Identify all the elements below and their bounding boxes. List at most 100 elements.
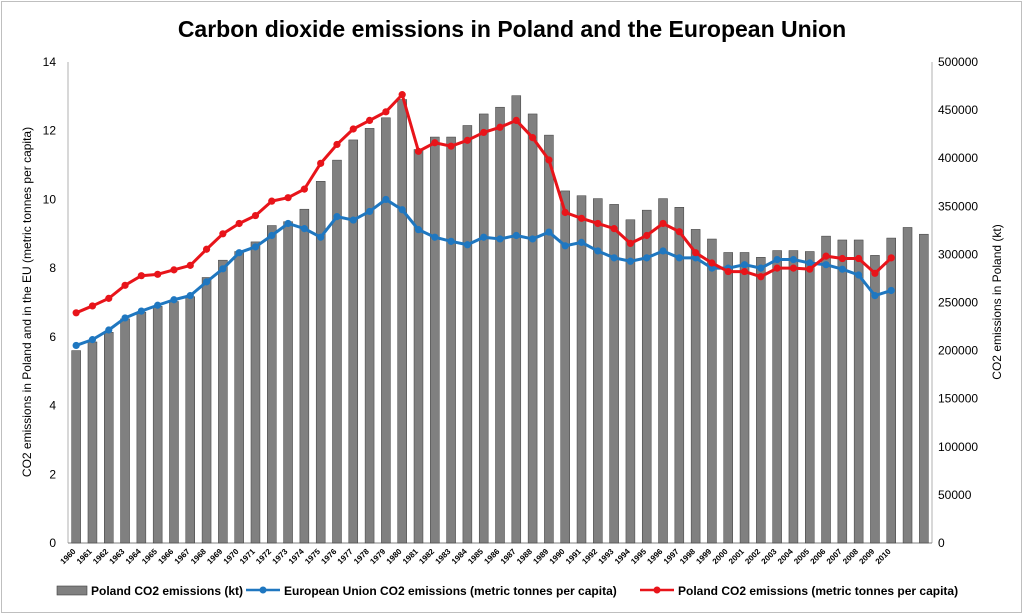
poland-point-2003 [773, 264, 781, 272]
x-tick-label: 1992 [580, 547, 599, 566]
x-tick-label: 1994 [613, 547, 632, 566]
eu-point-1979 [382, 195, 390, 204]
eu-point-1996 [659, 247, 667, 255]
eu-point-1974 [300, 225, 308, 233]
eu-point-2008 [855, 271, 863, 279]
eu-point-2002 [757, 264, 765, 272]
eu-point-1973 [284, 219, 292, 228]
x-tick-label: 1962 [91, 547, 110, 566]
bar-1973 [283, 221, 293, 544]
bar-2004 [788, 250, 799, 544]
bar-1992 [593, 198, 603, 544]
x-tick-label: 2006 [809, 547, 828, 566]
eu-point-1985 [480, 233, 488, 241]
poland-point-2001 [740, 267, 749, 276]
poland-point-1982 [431, 139, 439, 147]
bar-1961 [87, 341, 98, 544]
line-series-eu [72, 195, 895, 350]
x-tick-label: 1965 [140, 547, 159, 566]
x-tick-label: 2004 [776, 547, 795, 566]
bar-1987 [511, 95, 522, 544]
left-tick-label: 12 [43, 124, 57, 138]
bar-2000 [723, 252, 733, 544]
poland-point-1990 [561, 208, 569, 217]
bar-2008 [853, 239, 864, 544]
x-tick-label: 1967 [173, 547, 192, 566]
poland-point-1999 [708, 259, 716, 267]
poland-point-1994 [626, 239, 635, 248]
bar-1966 [169, 301, 179, 544]
poland-point-2004 [789, 264, 798, 272]
chart-title: Carbon dioxide emissions in Poland and t… [178, 16, 846, 42]
bar-1975 [315, 181, 326, 544]
right-tick-label: 300000 [938, 247, 978, 261]
poland-point-2009 [871, 269, 879, 277]
x-tick-label: 2000 [711, 547, 730, 566]
poland-point-2008 [855, 254, 863, 263]
poland-point-1962 [105, 294, 113, 302]
bar-1962 [104, 332, 114, 544]
left-axis-title: CO2 emissions in Poland and in the EU (m… [20, 127, 34, 477]
bar-1970 [234, 251, 244, 544]
x-tick-label: 2001 [727, 547, 746, 566]
bar-1989 [544, 134, 554, 544]
bar-1976 [332, 159, 342, 544]
poland-point-1971 [251, 211, 260, 220]
left-tick-label: 0 [49, 536, 56, 550]
eu-point-2009 [871, 292, 879, 300]
poland-point-1976 [333, 140, 341, 149]
x-tick-label: 1972 [254, 547, 273, 566]
poland-point-1998 [692, 249, 700, 257]
eu-point-1960 [72, 341, 80, 350]
right-tick-label: 350000 [938, 199, 978, 213]
eu-point-1970 [235, 249, 243, 257]
legend-label-poland-kt: Poland CO2 emissions (kt) [91, 584, 243, 598]
eu-point-2003 [773, 255, 781, 264]
eu-point-1976 [333, 213, 341, 221]
poland-point-2000 [724, 267, 732, 276]
poland-point-1997 [675, 228, 683, 236]
x-tick-label: 1997 [662, 547, 681, 566]
x-tick-label: 1984 [450, 547, 469, 566]
right-tick-label: 0 [938, 536, 945, 550]
bar-series-poland-kt [71, 95, 929, 544]
eu-point-2001 [740, 261, 749, 269]
bar-1990 [560, 190, 570, 544]
poland-point-1977 [349, 125, 357, 133]
poland-point-2007 [838, 254, 846, 263]
bar-1972 [267, 225, 277, 544]
x-tick-label: 1968 [189, 547, 208, 566]
eu-point-2004 [789, 255, 798, 264]
bar-1986 [495, 106, 505, 544]
bar-2009 [870, 255, 880, 544]
eu-point-1981 [414, 226, 423, 234]
x-tick-label: 2003 [760, 547, 779, 566]
left-tick-label: 8 [49, 261, 56, 275]
eu-point-1967 [186, 292, 194, 300]
eu-point-1986 [496, 235, 504, 243]
x-tick-label: 1961 [75, 547, 94, 566]
x-tick-label: 2009 [857, 547, 876, 566]
eu-point-1975 [317, 233, 325, 241]
x-tick-label: 1998 [678, 547, 697, 566]
bar-2006 [821, 235, 831, 544]
poland-point-1989 [545, 156, 553, 164]
poland-point-1960 [72, 309, 80, 317]
poland-point-1975 [317, 159, 325, 167]
bar-1982 [430, 136, 440, 544]
x-tick-label: 1987 [499, 547, 518, 566]
bar-1994 [625, 219, 636, 544]
x-tick-label: 2010 [874, 547, 893, 566]
line-series-poland-per-capita [72, 91, 895, 317]
bar-1998 [690, 229, 701, 544]
eu-point-1995 [643, 254, 651, 262]
poland-point-1984 [463, 136, 471, 144]
left-tick-label: 6 [49, 330, 56, 344]
bar-1968 [201, 277, 212, 544]
poland-point-2005 [806, 265, 814, 273]
bar-2005 [805, 251, 815, 544]
poland-point-1987 [512, 116, 520, 125]
x-tick-label: 1993 [597, 547, 616, 566]
eu-point-1965 [154, 301, 162, 309]
